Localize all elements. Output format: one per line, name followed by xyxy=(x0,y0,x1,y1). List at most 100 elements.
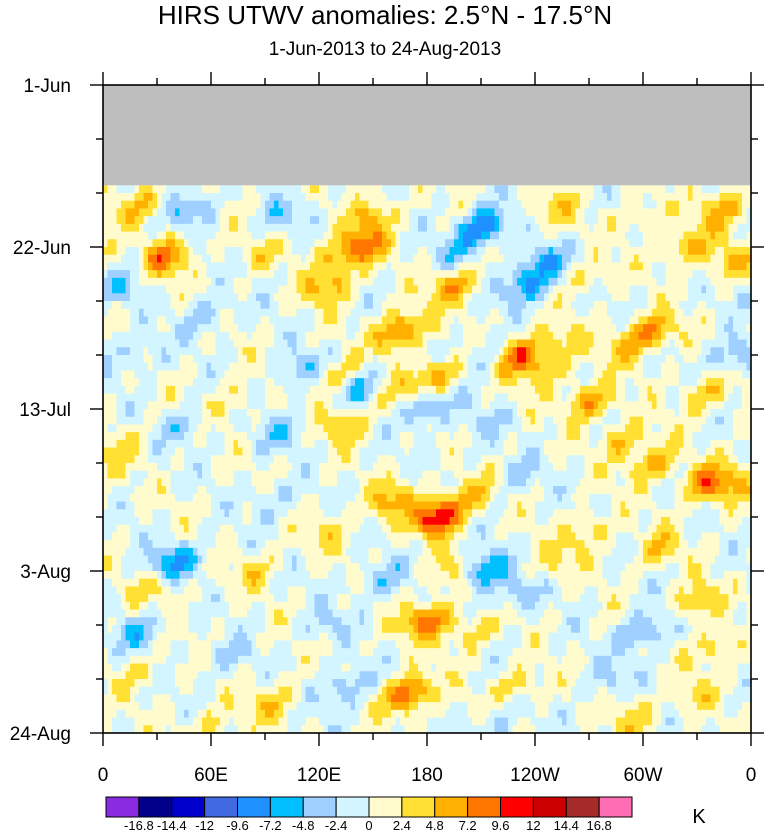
field-cell xyxy=(508,208,514,217)
field-cell xyxy=(454,339,460,348)
field-cell xyxy=(589,339,595,348)
field-cell xyxy=(620,424,626,433)
field-cell xyxy=(517,316,523,325)
field-cell xyxy=(544,432,550,441)
field-cell xyxy=(319,285,325,294)
field-cell xyxy=(512,385,518,395)
field-cell xyxy=(656,231,662,240)
field-cell xyxy=(125,439,131,449)
field-cell xyxy=(553,416,559,426)
field-cell xyxy=(247,424,253,433)
field-cell xyxy=(742,200,748,210)
field-cell xyxy=(265,339,271,348)
field-cell xyxy=(472,231,478,240)
field-cell xyxy=(607,432,613,441)
field-cell xyxy=(719,285,725,294)
field-cell xyxy=(683,432,689,441)
field-cell xyxy=(580,270,586,279)
field-cell xyxy=(224,401,230,410)
field-cell xyxy=(719,277,725,287)
field-cell xyxy=(161,393,167,402)
field-cell xyxy=(260,401,266,410)
field-cell xyxy=(310,185,316,194)
field-cell xyxy=(674,262,680,271)
field-cell xyxy=(139,370,145,379)
field-cell xyxy=(715,393,721,402)
field-cell xyxy=(143,270,149,279)
field-cell xyxy=(247,439,253,449)
field-cell xyxy=(382,401,388,410)
field-cell xyxy=(674,324,680,333)
field-cell xyxy=(643,193,649,202)
field-cell xyxy=(269,308,275,318)
field-cell xyxy=(418,447,424,456)
field-cell xyxy=(296,424,302,433)
field-cell xyxy=(539,270,545,279)
field-cell xyxy=(229,301,235,310)
field-cell xyxy=(602,277,608,287)
field-cell xyxy=(206,331,212,341)
field-cell xyxy=(247,339,253,348)
field-cell xyxy=(454,247,460,256)
field-cell xyxy=(283,362,289,372)
field-cell xyxy=(188,339,194,348)
field-cell xyxy=(211,208,217,217)
field-cell xyxy=(521,254,527,264)
field-cell xyxy=(413,439,419,449)
field-cell xyxy=(278,393,284,402)
field-cell xyxy=(341,416,347,426)
field-cell xyxy=(382,301,388,310)
field-cell xyxy=(310,301,316,310)
field-cell xyxy=(202,355,208,364)
field-cell xyxy=(229,447,235,456)
field-cell xyxy=(179,239,185,248)
field-cell xyxy=(494,316,500,325)
field-cell xyxy=(458,401,464,410)
field-cell xyxy=(139,270,145,279)
field-cell xyxy=(296,439,302,449)
field-cell xyxy=(544,409,550,418)
field-cell xyxy=(175,424,181,433)
field-cell xyxy=(638,208,644,217)
field-cell xyxy=(314,247,320,256)
field-cell xyxy=(103,362,109,372)
field-cell xyxy=(413,355,419,364)
field-cell xyxy=(346,439,352,449)
field-cell xyxy=(314,216,320,225)
field-cell xyxy=(296,432,302,441)
field-cell xyxy=(193,208,199,217)
field-cell xyxy=(539,262,545,271)
field-cell xyxy=(382,223,388,233)
field-cell xyxy=(485,331,491,341)
field-cell xyxy=(580,223,586,233)
field-cell xyxy=(580,316,586,325)
field-cell xyxy=(143,432,149,441)
field-cell xyxy=(737,293,743,302)
field-cell xyxy=(274,216,280,225)
field-cell xyxy=(319,200,325,210)
field-cell xyxy=(121,378,127,387)
field-cell xyxy=(746,239,752,248)
field-cell xyxy=(269,270,275,279)
field-cell xyxy=(629,424,635,433)
field-cell xyxy=(530,324,536,333)
field-cell xyxy=(710,254,716,264)
field-cell xyxy=(283,385,289,395)
field-cell xyxy=(170,193,176,202)
field-cell xyxy=(458,239,464,248)
field-cell xyxy=(166,185,172,194)
field-cell xyxy=(499,370,505,379)
field-cell xyxy=(697,424,703,433)
field-cell xyxy=(161,331,167,341)
field-cell xyxy=(350,378,356,387)
field-cell xyxy=(652,331,658,341)
field-cell xyxy=(139,339,145,348)
field-cell xyxy=(157,301,163,310)
field-cell xyxy=(440,339,446,348)
field-cell xyxy=(206,401,212,410)
field-cell xyxy=(107,277,113,287)
field-cell xyxy=(724,262,730,271)
field-cell xyxy=(688,401,694,410)
field-cell xyxy=(278,424,284,433)
field-cell xyxy=(445,216,451,225)
